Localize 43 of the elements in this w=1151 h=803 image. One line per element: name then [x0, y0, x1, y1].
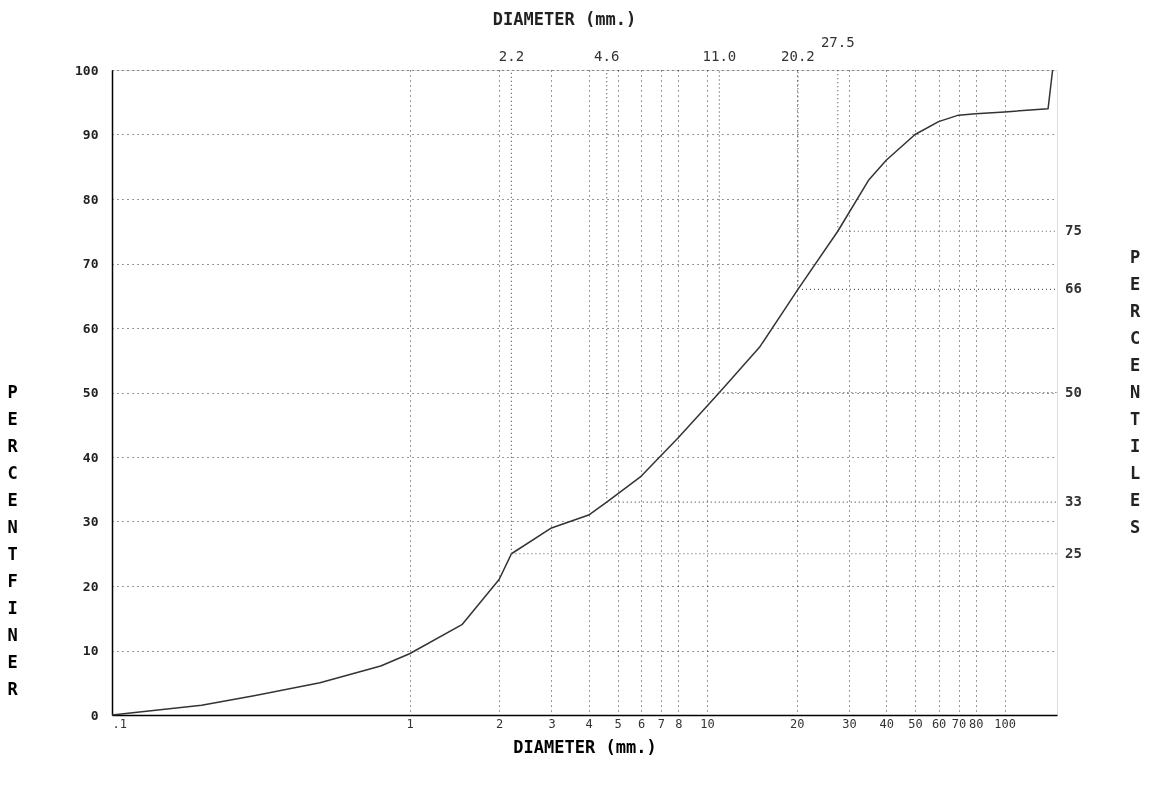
x-tick-label: 1 [406, 716, 414, 731]
x-tick-label: 40 [879, 716, 894, 731]
y-tick-label: 100 [75, 62, 99, 78]
y-tick-label: 20 [82, 578, 99, 594]
ref-line-label: 4.6 [594, 48, 620, 64]
y-tick-label: 70 [82, 256, 99, 271]
ref-line-label: 27.5 [820, 34, 855, 50]
y-tick-label: 40 [82, 449, 99, 465]
text: PERCENT FINER [7, 382, 18, 699]
text: PERCENTILES [1129, 246, 1141, 537]
ref-line-label: 2.2 [498, 48, 525, 64]
ref-line-label: 66 [1065, 280, 1082, 297]
y-tick-label: 80 [82, 191, 99, 207]
x-tick-label: 7 [657, 716, 666, 731]
x-tick-label: 5 [614, 716, 622, 731]
x-tick-label: 70 [951, 716, 967, 731]
ref-line-label: 20.2 [781, 48, 815, 64]
x-tick-label: 3 [548, 716, 556, 731]
x-tick-label: .1 [112, 716, 127, 731]
y-tick-label: 90 [82, 127, 99, 142]
y-tick-label: 50 [82, 385, 99, 400]
x-axis-title: DIAMETER (mm.) [513, 736, 657, 757]
x-tick-label: 80 [969, 716, 984, 731]
ref-line-label: 50 [1065, 383, 1082, 400]
ref-line-label: 25 [1065, 544, 1082, 561]
x-tick-label: 6 [637, 716, 646, 731]
ref-line-label: 75 [1065, 222, 1082, 239]
x-tick-label: 4 [585, 716, 593, 731]
x-tick-label: 10 [700, 716, 715, 731]
y-tick-label: 60 [82, 320, 99, 336]
ref-line-label: 33 [1065, 493, 1082, 510]
x-tick-label: 60 [931, 716, 947, 731]
y-tick-label: 0 [90, 707, 99, 723]
x-tick-label: 2 [495, 716, 504, 731]
x-tick-label: 20 [789, 716, 805, 731]
x-tick-label: 8 [675, 716, 683, 731]
y-tick-label: 10 [82, 643, 99, 658]
x2-axis-title: DIAMETER (mm.) [492, 9, 637, 29]
ref-line-label: 11.0 [702, 48, 737, 64]
x-tick-label: 100 [994, 716, 1016, 731]
y-tick-label: 30 [82, 514, 99, 529]
x-tick-label: 30 [842, 716, 857, 731]
x-tick-label: 50 [908, 716, 923, 731]
